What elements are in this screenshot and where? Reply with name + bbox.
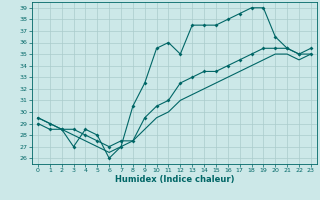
X-axis label: Humidex (Indice chaleur): Humidex (Indice chaleur)	[115, 175, 234, 184]
